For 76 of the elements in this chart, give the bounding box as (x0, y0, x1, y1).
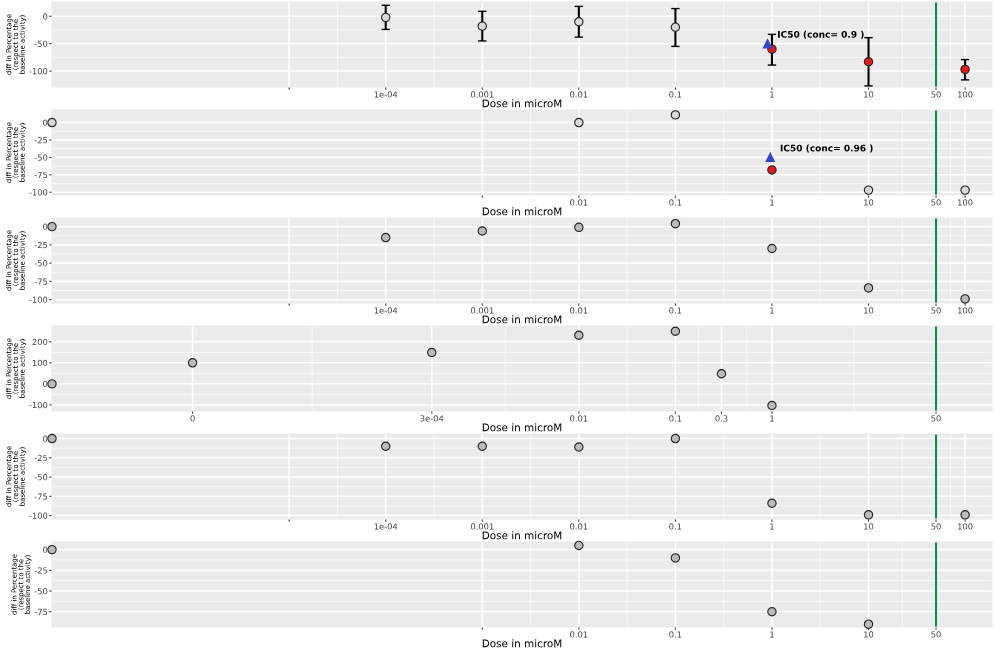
x-tick-label: 50 (931, 307, 941, 314)
x-tick-label: 0.1 (669, 199, 682, 206)
x-tick-label: 10 (864, 307, 874, 314)
x-tick-label: 100 (958, 307, 973, 314)
y-tick-label: -100 (29, 512, 48, 519)
y-tick-label: -25 (34, 567, 48, 574)
annotation: IC50 (conc= 0.96 ) (780, 144, 873, 153)
x-tick-label: 1 (770, 307, 774, 314)
y-tick-label: -25 (34, 241, 48, 249)
x-tick-label: 10 (864, 91, 874, 98)
annotation: IC50 (conc= 0.9 ) (778, 30, 864, 39)
x-tick-label: 0.01 (570, 307, 588, 314)
x-tick-label: 0.1 (669, 415, 682, 422)
x-tick-label: 1e-04 (374, 307, 398, 314)
x-tick-label: 0.1 (669, 523, 682, 530)
x-tick-label: 1 (770, 631, 774, 638)
x-tick-label: 1 (770, 91, 774, 98)
y-tick-label: 0 (43, 435, 48, 442)
x-axis-title: Dose in microM (482, 99, 562, 108)
x-tick-label: 50 (931, 415, 941, 422)
y-tick-label: -25 (34, 454, 48, 462)
x-axis-title: Dose in microM (482, 423, 562, 432)
y-tick-label: -75 (34, 278, 48, 285)
x-tick-label: 1 (770, 523, 774, 530)
y-tick-label: -75 (34, 171, 48, 179)
x-tick-label: 1 (770, 199, 774, 206)
x-tick-label: 10 (864, 631, 874, 638)
y-tick-label: 200 (32, 338, 48, 346)
x-tick-label: 0.001 (470, 523, 494, 530)
y-tick-label: -75 (34, 608, 48, 616)
x-tick-label: 0.1 (669, 91, 682, 98)
x-tick-label: 1 (770, 415, 774, 422)
y-tick-label: -100 (29, 189, 48, 196)
x-axis-title: Dose in microM (482, 207, 562, 216)
x-tick-label: 100 (958, 91, 973, 98)
x-tick-label: 0 (190, 415, 195, 422)
x-tick-label: 50 (931, 91, 941, 98)
y-tick-label: 0 (43, 223, 48, 230)
x-axis-title: Dose in microM (482, 315, 562, 324)
y-tick-label: -100 (29, 68, 48, 75)
y-tick-label: -25 (34, 136, 48, 144)
x-tick-label: 0.01 (570, 415, 588, 422)
x-axis-title: Dose in microM (482, 531, 562, 540)
y-tick-label: 100 (32, 359, 48, 367)
x-tick-label: 1e-04 (374, 91, 398, 98)
y-tick-label: -50 (34, 260, 48, 267)
x-tick-label: 50 (931, 199, 941, 206)
x-axis-title: Dose in microM (482, 639, 562, 648)
x-tick-label: 3e-04 (420, 415, 444, 422)
x-tick-label: 100 (958, 523, 973, 530)
x-tick-label: 50 (931, 631, 941, 638)
y-tick-label: 0 (43, 13, 48, 20)
x-tick-label: 100 (958, 199, 973, 206)
y-tick-label: 0 (43, 546, 48, 553)
y-tick-label: -50 (34, 40, 48, 47)
y-tick-label: -50 (34, 588, 48, 595)
x-tick-label: 0.1 (669, 307, 682, 314)
x-tick-label: 0.3 (715, 415, 728, 422)
y-tick-label: -75 (34, 493, 48, 500)
x-tick-label: 0.001 (470, 91, 494, 98)
x-tick-label: 0.01 (570, 631, 588, 638)
y-tick-label: -50 (34, 154, 48, 161)
y-tick-label: 0 (43, 380, 48, 388)
y-tick-label: -100 (29, 296, 48, 303)
x-tick-label: 0.001 (470, 307, 494, 314)
x-tick-label: 0.01 (570, 199, 588, 206)
x-tick-label: 10 (864, 199, 874, 206)
y-tick-label: -50 (34, 474, 48, 481)
x-tick-label: 0.01 (570, 91, 588, 98)
x-tick-label: 0.01 (570, 523, 588, 530)
x-tick-label: 50 (931, 523, 941, 530)
x-tick-label: 0.1 (669, 631, 682, 638)
x-tick-label: 10 (864, 523, 874, 530)
y-tick-label: -100 (29, 401, 48, 409)
x-tick-label: 1e-04 (374, 523, 398, 530)
y-tick-label: 0 (43, 119, 48, 126)
